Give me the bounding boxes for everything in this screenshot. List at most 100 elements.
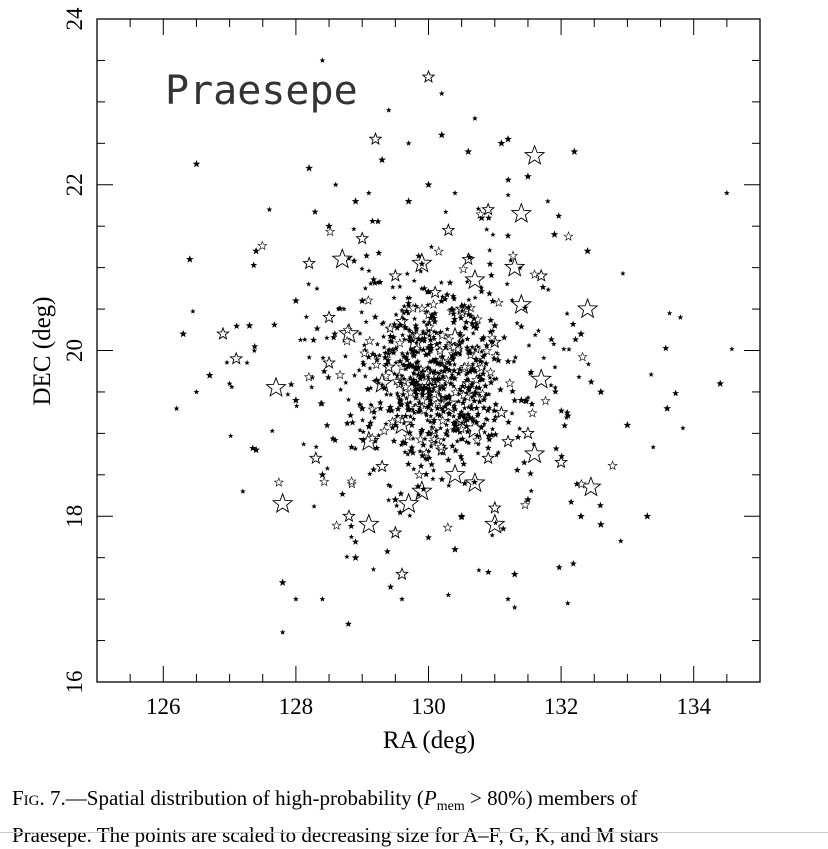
data-point [378, 155, 386, 164]
data-point [418, 268, 424, 274]
data-point [397, 490, 405, 497]
data-point [399, 332, 406, 338]
data-point [399, 596, 405, 602]
plot-axes: 126 128 130 132 134 16 18 20 22 24 [62, 7, 761, 719]
data-point [429, 424, 435, 430]
data-point [481, 450, 496, 465]
data-point [561, 346, 567, 352]
data-point [456, 410, 464, 418]
data-point [344, 553, 350, 560]
data-point [528, 488, 534, 494]
data-point [359, 348, 370, 358]
y-tick-label: 18 [62, 505, 87, 528]
data-point [449, 426, 457, 433]
data-point [494, 405, 509, 419]
data-point [497, 139, 506, 147]
data-point [190, 308, 196, 314]
data-point [442, 430, 450, 437]
data-point [564, 600, 571, 606]
data-point [680, 425, 686, 431]
data-point [539, 283, 547, 291]
data-point [473, 404, 481, 412]
data-point [426, 289, 433, 295]
data-point [393, 414, 404, 424]
data-point [346, 255, 352, 261]
data-point [362, 285, 369, 291]
data-point [545, 286, 551, 292]
data-point [376, 278, 384, 286]
data-point [469, 394, 476, 400]
data-point [351, 372, 358, 378]
data-point [716, 379, 725, 387]
data-point [472, 346, 478, 352]
data-point [319, 476, 330, 487]
data-point [407, 328, 413, 334]
data-point [343, 419, 351, 427]
data-point [448, 341, 459, 352]
data-point [426, 332, 433, 338]
data-point [481, 421, 487, 427]
data-point [457, 351, 463, 357]
data-point [437, 425, 444, 431]
data-point [493, 452, 500, 458]
data-point [456, 341, 463, 348]
data-point [450, 355, 457, 361]
data-point [620, 270, 626, 276]
data-point [461, 479, 469, 487]
data-point [375, 249, 383, 256]
data-point [467, 312, 475, 319]
data-point [309, 384, 315, 390]
data-point [422, 436, 428, 442]
data-point [464, 268, 486, 290]
data-point [395, 566, 409, 581]
data-point [437, 386, 443, 392]
data-point [436, 441, 447, 452]
data-point [477, 423, 485, 431]
data-point [368, 385, 374, 391]
data-point [587, 378, 595, 385]
data-point [252, 246, 260, 255]
data-point [401, 336, 408, 342]
data-point [368, 280, 374, 286]
data-point [441, 363, 449, 371]
data-point [449, 292, 457, 300]
data-point [561, 422, 569, 429]
data-point [564, 310, 570, 316]
data-point [521, 397, 529, 404]
data-point [474, 413, 481, 419]
data-point [434, 410, 441, 418]
data-point [411, 277, 417, 284]
data-point [520, 458, 528, 466]
data-point [449, 371, 455, 378]
data-point [385, 406, 393, 414]
caption-text-2: > 80%) members of [464, 786, 638, 810]
data-point [457, 332, 463, 338]
data-point [428, 460, 436, 468]
data-point [472, 294, 478, 301]
data-point [411, 330, 423, 340]
data-point [570, 147, 579, 155]
data-point [331, 520, 342, 530]
data-point [310, 336, 318, 344]
x-tick-label: 130 [411, 694, 446, 719]
data-point [507, 250, 519, 261]
data-point [325, 226, 336, 237]
data-point [520, 499, 531, 510]
data-point [427, 366, 434, 373]
data-point [358, 430, 380, 451]
data-point [331, 330, 339, 337]
data-point [441, 374, 452, 385]
data-point [446, 482, 452, 488]
data-point [458, 389, 469, 400]
data-point [510, 570, 519, 578]
data-point [361, 342, 368, 348]
data-point [443, 421, 450, 428]
data-point [472, 435, 483, 445]
data-point [430, 467, 437, 473]
data-point [358, 296, 367, 305]
data-point [311, 503, 317, 509]
data-point [452, 189, 458, 196]
data-point [414, 371, 422, 378]
data-point [417, 395, 428, 405]
data-point [451, 361, 458, 367]
